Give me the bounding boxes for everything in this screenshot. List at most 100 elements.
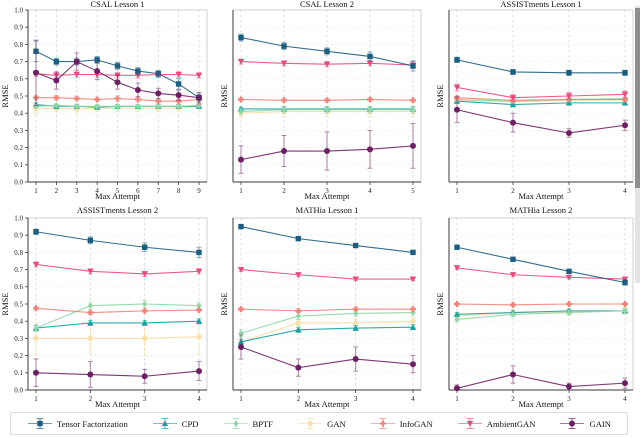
svg-text:3: 3 xyxy=(567,395,571,403)
legend-marker-infogan-icon xyxy=(370,417,396,430)
svg-text:0.9: 0.9 xyxy=(14,232,23,240)
legend-marker-bptf-icon xyxy=(223,417,249,430)
chart-title: CSAL Lesson 2 xyxy=(300,0,354,9)
svg-text:5: 5 xyxy=(411,187,415,195)
svg-text:4: 4 xyxy=(411,395,415,403)
svg-text:0.0: 0.0 xyxy=(14,386,23,394)
svg-text:0.1: 0.1 xyxy=(14,161,23,169)
svg-text:1.0: 1.0 xyxy=(14,6,23,14)
legend-item-gain: GAIN xyxy=(559,417,611,430)
svg-text:1: 1 xyxy=(455,395,459,403)
chart-title: ASSISTments Lesson 2 xyxy=(76,205,159,215)
x-axis-label: Max Attempt xyxy=(94,191,141,201)
svg-text:2: 2 xyxy=(297,395,301,403)
svg-text:3: 3 xyxy=(567,187,571,195)
svg-text:0.7: 0.7 xyxy=(14,266,23,274)
svg-text:4: 4 xyxy=(623,187,627,195)
subplot-csal-lesson-2: 1 2 3 4 5 xyxy=(232,9,422,195)
svg-text:4: 4 xyxy=(197,395,201,403)
svg-text:1: 1 xyxy=(34,395,38,403)
svg-text:4: 4 xyxy=(368,187,372,195)
svg-text:4: 4 xyxy=(623,395,627,403)
svg-text:0.0: 0.0 xyxy=(14,178,23,186)
svg-text:0.3: 0.3 xyxy=(14,335,23,343)
svg-text:0.4: 0.4 xyxy=(14,318,23,326)
legend-item-infogan: InfoGAN xyxy=(370,417,433,430)
legend-marker-tensor-factorization-icon xyxy=(27,417,53,430)
scrollbar-thumb[interactable] xyxy=(635,8,640,188)
svg-text:0.9: 0.9 xyxy=(14,24,23,32)
svg-text:3: 3 xyxy=(325,187,329,195)
legend-item-cpd: CPD xyxy=(152,417,199,430)
svg-text:2: 2 xyxy=(282,187,286,195)
svg-text:0.1: 0.1 xyxy=(14,369,23,377)
subplot-mathia-lesson-1: 1 2 3 4 xyxy=(232,217,422,403)
legend-label: GAIN xyxy=(589,418,611,429)
svg-text:1.0: 1.0 xyxy=(14,214,23,222)
svg-text:0.8: 0.8 xyxy=(14,249,23,257)
legend-item-ambientgan: AmbientGAN xyxy=(457,417,536,430)
subplot-assistments-lesson-1: 1 2 3 4 xyxy=(448,9,634,195)
y-axis-label: RMSE xyxy=(435,292,445,316)
svg-text:3: 3 xyxy=(354,395,358,403)
svg-text:7: 7 xyxy=(157,187,161,195)
legend-item-bptf: BPTF xyxy=(223,417,274,430)
subplot-csal-lesson-1: 0.0 0.1 0.2 0.3 0.4 0.5 0.6 0.7 0.8 0.9 1.0 1 2 3 4 5 6 7… xyxy=(14,6,208,195)
svg-text:1: 1 xyxy=(239,395,243,403)
x-axis-label: Max Attempt xyxy=(518,399,564,409)
svg-text:3: 3 xyxy=(143,395,147,403)
subplot-assistments-lesson-2: 0.0 0.1 0.2 0.3 0.4 0.5 0.6 0.7 0.8 0.9 1.0 1 2 3 4 xyxy=(14,214,208,403)
svg-text:0.5: 0.5 xyxy=(14,92,23,100)
subplot-mathia-lesson-2: 1 2 3 4 xyxy=(448,217,634,403)
svg-text:1: 1 xyxy=(455,187,459,195)
legend: Tensor Factorization CPD BPTF GAN InfoGA… xyxy=(10,412,628,435)
svg-text:0.2: 0.2 xyxy=(14,352,23,360)
svg-text:5: 5 xyxy=(116,187,120,195)
svg-text:2: 2 xyxy=(511,187,515,195)
legend-label: InfoGAN xyxy=(399,418,433,429)
legend-marker-ambientgan-icon xyxy=(457,417,483,430)
chart-title: CSAL Lesson 1 xyxy=(90,0,145,9)
x-axis-label: Max Attempt xyxy=(304,399,350,409)
legend-marker-cpd-icon xyxy=(152,417,178,430)
svg-text:4: 4 xyxy=(95,187,99,195)
y-axis-label: RMSE xyxy=(435,84,445,108)
svg-text:0.3: 0.3 xyxy=(14,127,23,135)
svg-text:0.6: 0.6 xyxy=(14,75,23,83)
svg-text:0.6: 0.6 xyxy=(14,283,23,291)
svg-text:2: 2 xyxy=(511,395,515,403)
legend-label: GAN xyxy=(327,418,346,429)
svg-text:2: 2 xyxy=(89,395,93,403)
svg-text:3: 3 xyxy=(75,187,79,195)
chart-title: ASSISTments Lesson 1 xyxy=(500,0,582,9)
svg-text:0.7: 0.7 xyxy=(14,58,23,66)
svg-text:0.8: 0.8 xyxy=(14,41,23,49)
chart-title: MATHia Lesson 1 xyxy=(295,205,359,215)
svg-text:9: 9 xyxy=(197,187,201,195)
legend-marker-gain-icon xyxy=(559,417,585,430)
svg-text:0.5: 0.5 xyxy=(14,300,23,308)
legend-label: CPD xyxy=(181,418,199,429)
x-axis-label: Max Attempt xyxy=(304,191,350,201)
svg-text:2: 2 xyxy=(55,187,59,195)
y-axis-label: RMSE xyxy=(219,84,229,108)
x-axis-label: Max Attempt xyxy=(94,399,141,409)
svg-text:0.2: 0.2 xyxy=(14,144,23,152)
svg-text:6: 6 xyxy=(136,187,140,195)
svg-text:1: 1 xyxy=(34,187,38,195)
legend-label: AmbientGAN xyxy=(486,418,536,429)
legend-item-gan: GAN xyxy=(297,417,346,430)
chart-title: MATHia Lesson 2 xyxy=(509,205,573,215)
svg-text:8: 8 xyxy=(177,187,181,195)
legend-label: BPTF xyxy=(252,418,274,429)
legend-marker-gan-icon xyxy=(297,417,323,430)
y-axis-label: RMSE xyxy=(0,84,10,108)
svg-text:1: 1 xyxy=(239,187,243,195)
y-axis-label: RMSE xyxy=(219,292,229,316)
legend-label: Tensor Factorization xyxy=(57,418,128,429)
svg-text:0.4: 0.4 xyxy=(14,110,23,118)
y-axis-label: RMSE xyxy=(0,292,10,316)
legend-item-tensor-factorization: Tensor Factorization xyxy=(27,417,128,430)
